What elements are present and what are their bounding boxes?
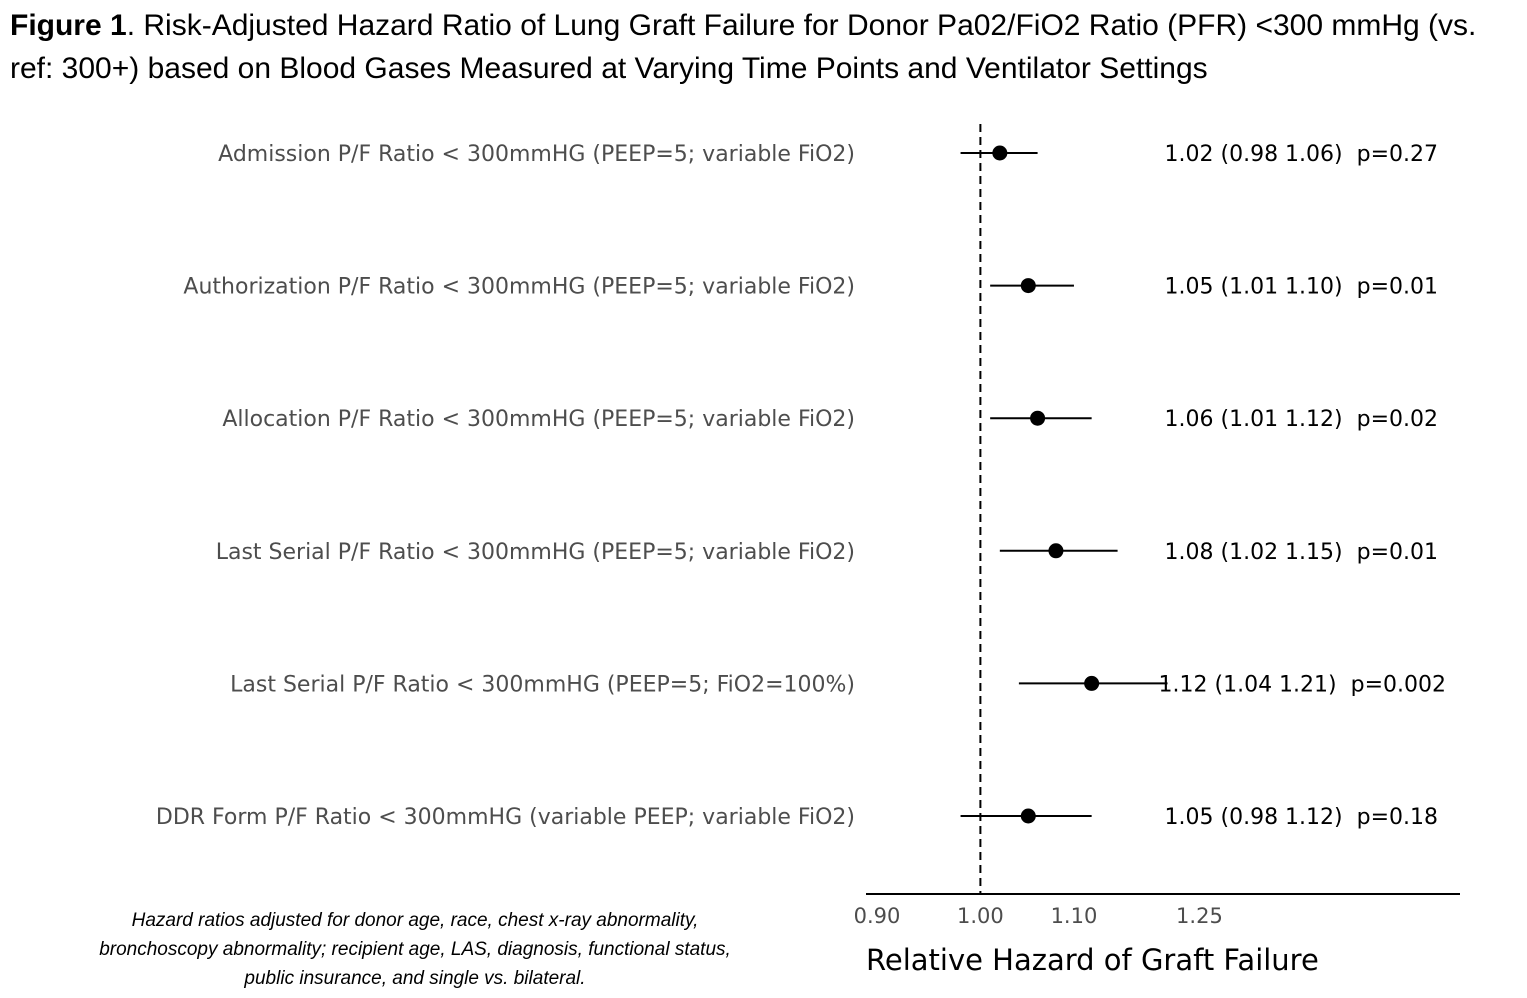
figure-title: Figure 1. Risk-Adjusted Hazard Ratio of … (10, 4, 1520, 90)
forest-row: Authorization P/F Ratio < 300mmHG (PEEP=… (183, 275, 1438, 300)
hazard-ratio-point (1048, 543, 1064, 559)
figure-caption: . Risk-Adjusted Hazard Ratio of Lung Gra… (10, 9, 1477, 85)
row-label: Allocation P/F Ratio < 300mmHG (PEEP=5; … (222, 407, 855, 432)
row-statistic: 1.05 (0.98 1.12) p=0.18 (1165, 805, 1438, 830)
row-label: DDR Form P/F Ratio < 300mmHG (variable P… (156, 805, 855, 830)
row-statistic: 1.05 (1.01 1.10) p=0.01 (1165, 275, 1438, 300)
row-label: Authorization P/F Ratio < 300mmHG (PEEP=… (183, 275, 855, 300)
hazard-ratio-point (1030, 410, 1046, 426)
row-label: Last Serial P/F Ratio < 300mmHG (PEEP=5;… (216, 540, 855, 565)
hazard-ratio-point (992, 145, 1008, 161)
hazard-ratio-point (1020, 278, 1036, 294)
row-statistic: 1.06 (1.01 1.12) p=0.02 (1165, 407, 1438, 432)
row-statistic: 1.12 (1.04 1.21) p=0.002 (1159, 672, 1446, 697)
forest-rows: Admission P/F Ratio < 300mmHG (PEEP=5; v… (156, 142, 1446, 830)
x-axis-ticks: 0.90 1.00 1.10 1.25 (854, 904, 1223, 928)
x-axis-label: Relative Hazard of Graft Failure (866, 943, 1319, 977)
forest-row: Last Serial P/F Ratio < 300mmHG (PEEP=5;… (216, 540, 1438, 565)
row-statistic: 1.02 (0.98 1.06) p=0.27 (1165, 142, 1438, 167)
hazard-ratio-point (1084, 675, 1100, 691)
x-tick-label: 1.10 (1051, 904, 1098, 928)
figure-number: Figure 1 (10, 9, 127, 42)
x-tick-label: 0.90 (854, 904, 901, 928)
x-tick-label: 1.25 (1176, 904, 1223, 928)
x-tick-label: 1.00 (957, 904, 1004, 928)
row-label: Admission P/F Ratio < 300mmHG (PEEP=5; v… (218, 142, 855, 167)
row-statistic: 1.08 (1.02 1.15) p=0.01 (1165, 540, 1438, 565)
forest-row: DDR Form P/F Ratio < 300mmHG (variable P… (156, 805, 1438, 830)
footnote: Hazard ratios adjusted for donor age, ra… (99, 910, 731, 989)
forest-row: Admission P/F Ratio < 300mmHG (PEEP=5; v… (218, 142, 1438, 167)
forest-row: Allocation P/F Ratio < 300mmHG (PEEP=5; … (222, 407, 1438, 432)
forest-row: Last Serial P/F Ratio < 300mmHG (PEEP=5;… (230, 672, 1446, 697)
row-label: Last Serial P/F Ratio < 300mmHG (PEEP=5;… (230, 672, 855, 697)
hazard-ratio-point (1020, 808, 1036, 824)
